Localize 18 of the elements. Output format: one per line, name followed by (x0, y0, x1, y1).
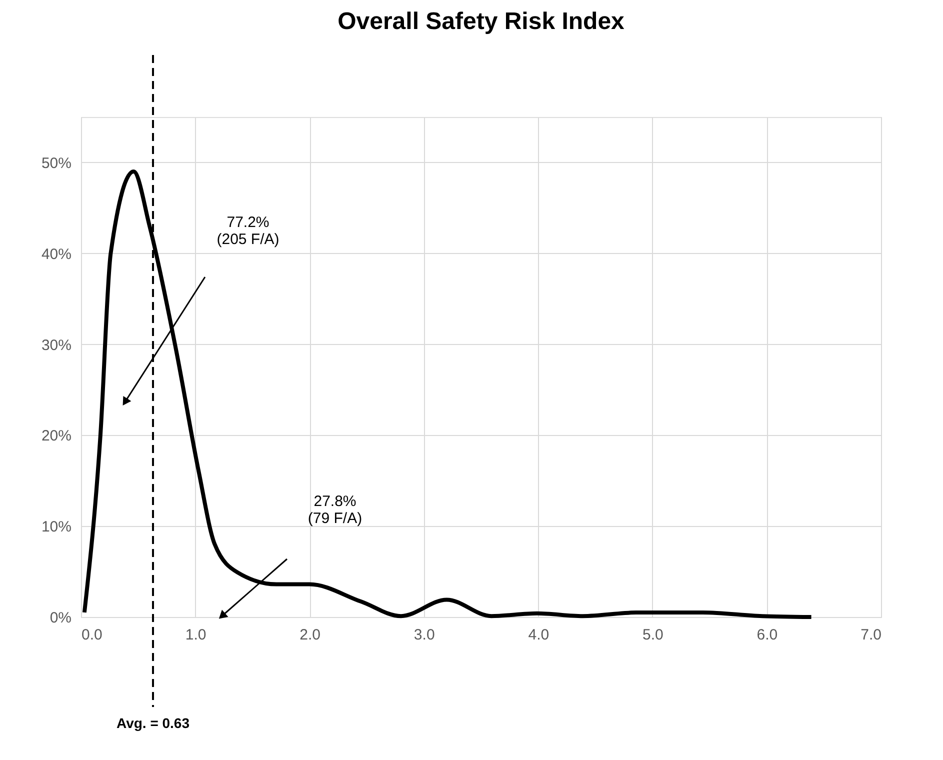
x-tick-label: 4.0 (528, 626, 550, 644)
y-tick-label: 50% (41, 154, 72, 172)
annotation: 77.2% (205 F/A) (216, 214, 280, 248)
chart-title: Overall Safety Risk Index (338, 8, 626, 35)
y-tick-label: 20% (41, 428, 72, 445)
y-tick-label: 0% (50, 610, 72, 626)
x-tick-label: 5.0 (642, 626, 664, 644)
annotation: 27.8% (79 F/A) (308, 493, 362, 527)
x-tick-label: 6.0 (756, 626, 778, 644)
x-tick-label: 1.0 (185, 626, 206, 644)
y-tick-label: 30% (41, 336, 72, 354)
x-tick-label: 2.0 (300, 626, 320, 644)
x-tick-label: 0.0 (82, 626, 102, 644)
x-tick-label: 7.0 (860, 626, 882, 644)
y-tick-label: 40% (41, 246, 72, 263)
y-tick-label: 10% (41, 518, 72, 536)
x-tick-label: 3.0 (414, 626, 435, 644)
ref-line-label: Avg. = 0.63 (116, 715, 190, 731)
